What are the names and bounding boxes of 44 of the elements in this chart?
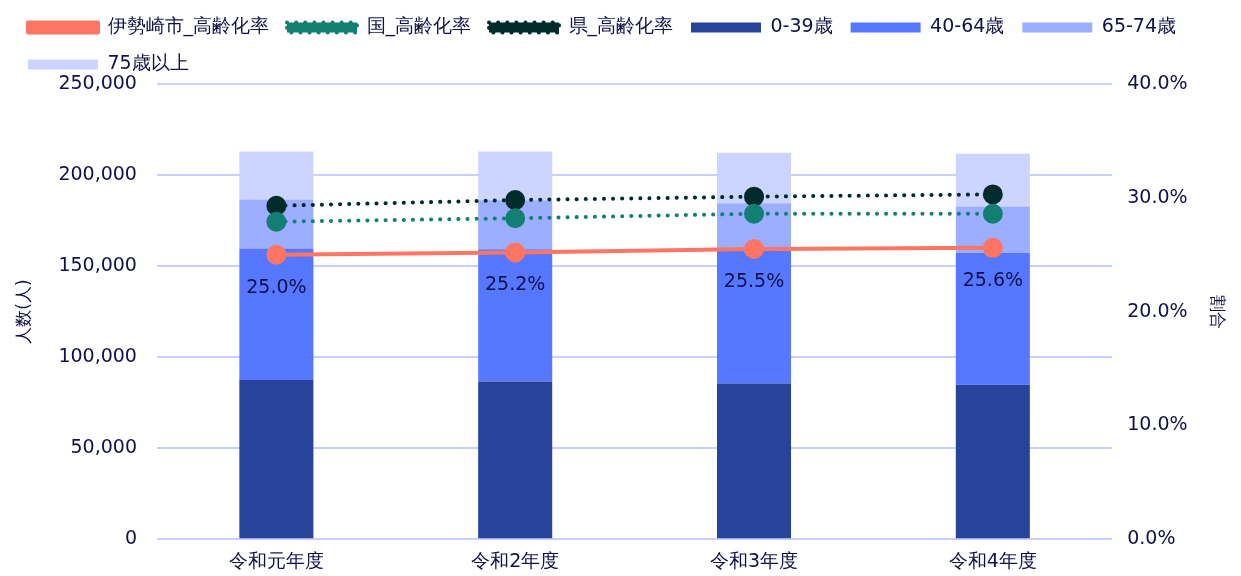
point bbox=[266, 244, 287, 265]
point bbox=[744, 239, 765, 260]
point bbox=[982, 203, 1003, 224]
bar bbox=[478, 381, 553, 539]
point bbox=[982, 237, 1003, 258]
y-axis-title: 人数(人) bbox=[12, 279, 33, 344]
y2-tick-label: 40.0% bbox=[1127, 70, 1188, 93]
point bbox=[505, 190, 526, 211]
bar bbox=[478, 249, 553, 382]
point bbox=[744, 203, 765, 224]
x-tick-label: 令和元年度 bbox=[228, 548, 324, 571]
bar bbox=[955, 384, 1030, 539]
data-label: 25.5% bbox=[723, 268, 785, 291]
y2-axis-title: 割合 bbox=[1208, 294, 1229, 329]
point bbox=[982, 184, 1003, 205]
y2-tick-label: 30.0% bbox=[1127, 184, 1188, 207]
data-label: 25.2% bbox=[485, 272, 546, 295]
x-tick-label: 令和4年度 bbox=[948, 548, 1037, 571]
y2-tick-label: 0.0% bbox=[1127, 526, 1176, 549]
point bbox=[266, 195, 287, 216]
legend-label: 40-64歳 bbox=[930, 14, 1005, 37]
legend-label: 65-74歳 bbox=[1101, 14, 1177, 37]
x-tick-label: 令和3年度 bbox=[709, 548, 799, 571]
bar bbox=[717, 250, 792, 384]
y-tick-label: 100,000 bbox=[58, 344, 137, 367]
legend-label: 0-39歳 bbox=[770, 14, 833, 37]
y-tick-label: 150,000 bbox=[58, 253, 137, 276]
point bbox=[505, 242, 526, 263]
x-tick-label: 令和2年度 bbox=[471, 548, 560, 571]
bar bbox=[717, 383, 792, 539]
y-tick-label: 200,000 bbox=[58, 161, 137, 184]
y-tick-label: 0 bbox=[124, 526, 137, 549]
data-label: 25.0% bbox=[246, 274, 307, 297]
y-tick-label: 50,000 bbox=[70, 435, 137, 458]
y2-tick-label: 10.0% bbox=[1127, 412, 1188, 435]
legend-label: 国_高齢化率 bbox=[366, 14, 471, 38]
data-label: 25.6% bbox=[962, 267, 1024, 290]
bar bbox=[239, 379, 314, 539]
bar bbox=[239, 248, 314, 380]
bar bbox=[955, 252, 1030, 385]
legend-label: 伊勢崎市_高齢化率 bbox=[107, 14, 269, 38]
point bbox=[744, 186, 765, 207]
y2-tick-label: 20.0% bbox=[1127, 298, 1188, 321]
legend-label: 県_高齢化率 bbox=[568, 14, 673, 38]
